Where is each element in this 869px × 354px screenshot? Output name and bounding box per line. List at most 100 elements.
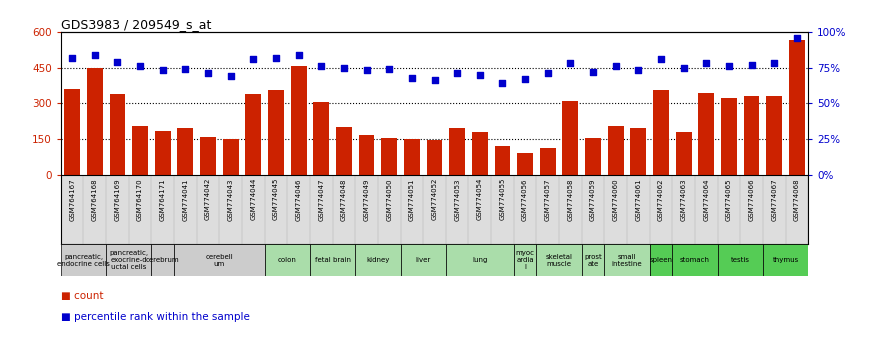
Bar xyxy=(109,94,125,175)
Text: GSM774041: GSM774041 xyxy=(182,178,189,221)
Text: GSM774042: GSM774042 xyxy=(205,178,211,221)
Point xyxy=(700,61,713,66)
Point xyxy=(315,63,328,69)
Bar xyxy=(718,244,763,276)
Bar xyxy=(265,244,310,276)
Text: cerebrum: cerebrum xyxy=(146,257,180,263)
Text: lung: lung xyxy=(472,257,488,263)
Bar xyxy=(607,126,624,175)
Point xyxy=(292,52,306,58)
Text: myoc
ardia
l: myoc ardia l xyxy=(515,250,534,270)
Point xyxy=(382,66,396,72)
Text: GSM774047: GSM774047 xyxy=(318,178,324,221)
Text: GSM774053: GSM774053 xyxy=(454,178,461,221)
Text: GSM774063: GSM774063 xyxy=(680,178,687,221)
Point xyxy=(677,65,691,70)
Bar xyxy=(604,244,650,276)
Text: GSM774044: GSM774044 xyxy=(250,178,256,221)
Bar xyxy=(721,98,737,175)
Text: GSM764168: GSM764168 xyxy=(92,178,98,221)
Text: GSM774052: GSM774052 xyxy=(432,178,437,221)
Point xyxy=(156,68,169,73)
Text: GSM764171: GSM764171 xyxy=(160,178,166,221)
Bar xyxy=(174,244,265,276)
Text: ■ count: ■ count xyxy=(61,291,103,301)
Bar xyxy=(536,244,581,276)
Text: GSM774051: GSM774051 xyxy=(408,178,415,221)
Bar xyxy=(61,244,106,276)
Text: ■ percentile rank within the sample: ■ percentile rank within the sample xyxy=(61,312,249,322)
Point xyxy=(247,56,261,62)
Point xyxy=(360,68,374,73)
Bar xyxy=(630,128,647,175)
Bar xyxy=(155,131,170,175)
Bar xyxy=(355,244,401,276)
Bar xyxy=(744,96,760,175)
Text: GSM774056: GSM774056 xyxy=(522,178,528,221)
Bar xyxy=(64,89,80,175)
Text: prost
ate: prost ate xyxy=(584,254,602,267)
Bar xyxy=(381,138,397,175)
Text: GSM774065: GSM774065 xyxy=(726,178,732,221)
Text: GSM774057: GSM774057 xyxy=(545,178,551,221)
Text: GSM774058: GSM774058 xyxy=(567,178,574,221)
Bar xyxy=(763,244,808,276)
Bar xyxy=(446,244,514,276)
Bar xyxy=(650,244,673,276)
Text: GSM774067: GSM774067 xyxy=(771,178,777,221)
Text: GSM764169: GSM764169 xyxy=(115,178,121,221)
Text: GSM774066: GSM774066 xyxy=(748,178,754,221)
Bar xyxy=(449,128,465,175)
Bar xyxy=(562,101,578,175)
Point xyxy=(518,76,532,82)
Point xyxy=(654,56,668,62)
Text: fetal brain: fetal brain xyxy=(315,257,350,263)
Point xyxy=(405,75,419,80)
Bar xyxy=(177,128,193,175)
Text: GSM774050: GSM774050 xyxy=(386,178,392,221)
Text: GSM774062: GSM774062 xyxy=(658,178,664,221)
Bar xyxy=(673,244,718,276)
Bar xyxy=(404,139,420,175)
Bar xyxy=(291,66,307,175)
Text: GSM774068: GSM774068 xyxy=(794,178,799,221)
Bar xyxy=(699,92,714,175)
Point xyxy=(65,55,79,61)
Text: GSM774059: GSM774059 xyxy=(590,178,596,221)
Point xyxy=(269,55,283,61)
Bar xyxy=(766,96,782,175)
Bar xyxy=(87,68,103,175)
Text: testis: testis xyxy=(731,257,750,263)
Bar xyxy=(245,94,262,175)
Text: colon: colon xyxy=(278,257,296,263)
Bar xyxy=(472,132,488,175)
Text: skeletal
muscle: skeletal muscle xyxy=(546,254,573,267)
Text: GSM774064: GSM774064 xyxy=(703,178,709,221)
Text: GSM764167: GSM764167 xyxy=(70,178,75,221)
Point xyxy=(563,61,577,66)
Point xyxy=(450,70,464,76)
Bar xyxy=(585,138,601,175)
Bar xyxy=(427,140,442,175)
Bar xyxy=(401,244,446,276)
Bar xyxy=(676,132,692,175)
Point xyxy=(223,73,237,79)
Text: pancreatic,
exocrine-d
uctal cells: pancreatic, exocrine-d uctal cells xyxy=(109,250,149,270)
Text: GSM774061: GSM774061 xyxy=(635,178,641,221)
Bar xyxy=(514,244,536,276)
Point xyxy=(608,63,622,69)
Text: stomach: stomach xyxy=(680,257,710,263)
Bar xyxy=(106,244,151,276)
Point xyxy=(178,66,192,72)
Bar xyxy=(151,244,174,276)
Text: thymus: thymus xyxy=(773,257,799,263)
Text: cerebell
um: cerebell um xyxy=(205,254,233,267)
Point xyxy=(201,70,215,76)
Point xyxy=(428,78,441,83)
Point xyxy=(767,61,781,66)
Bar xyxy=(310,244,355,276)
Bar xyxy=(222,139,239,175)
Point xyxy=(110,59,124,65)
Point xyxy=(722,63,736,69)
Bar xyxy=(653,90,669,175)
